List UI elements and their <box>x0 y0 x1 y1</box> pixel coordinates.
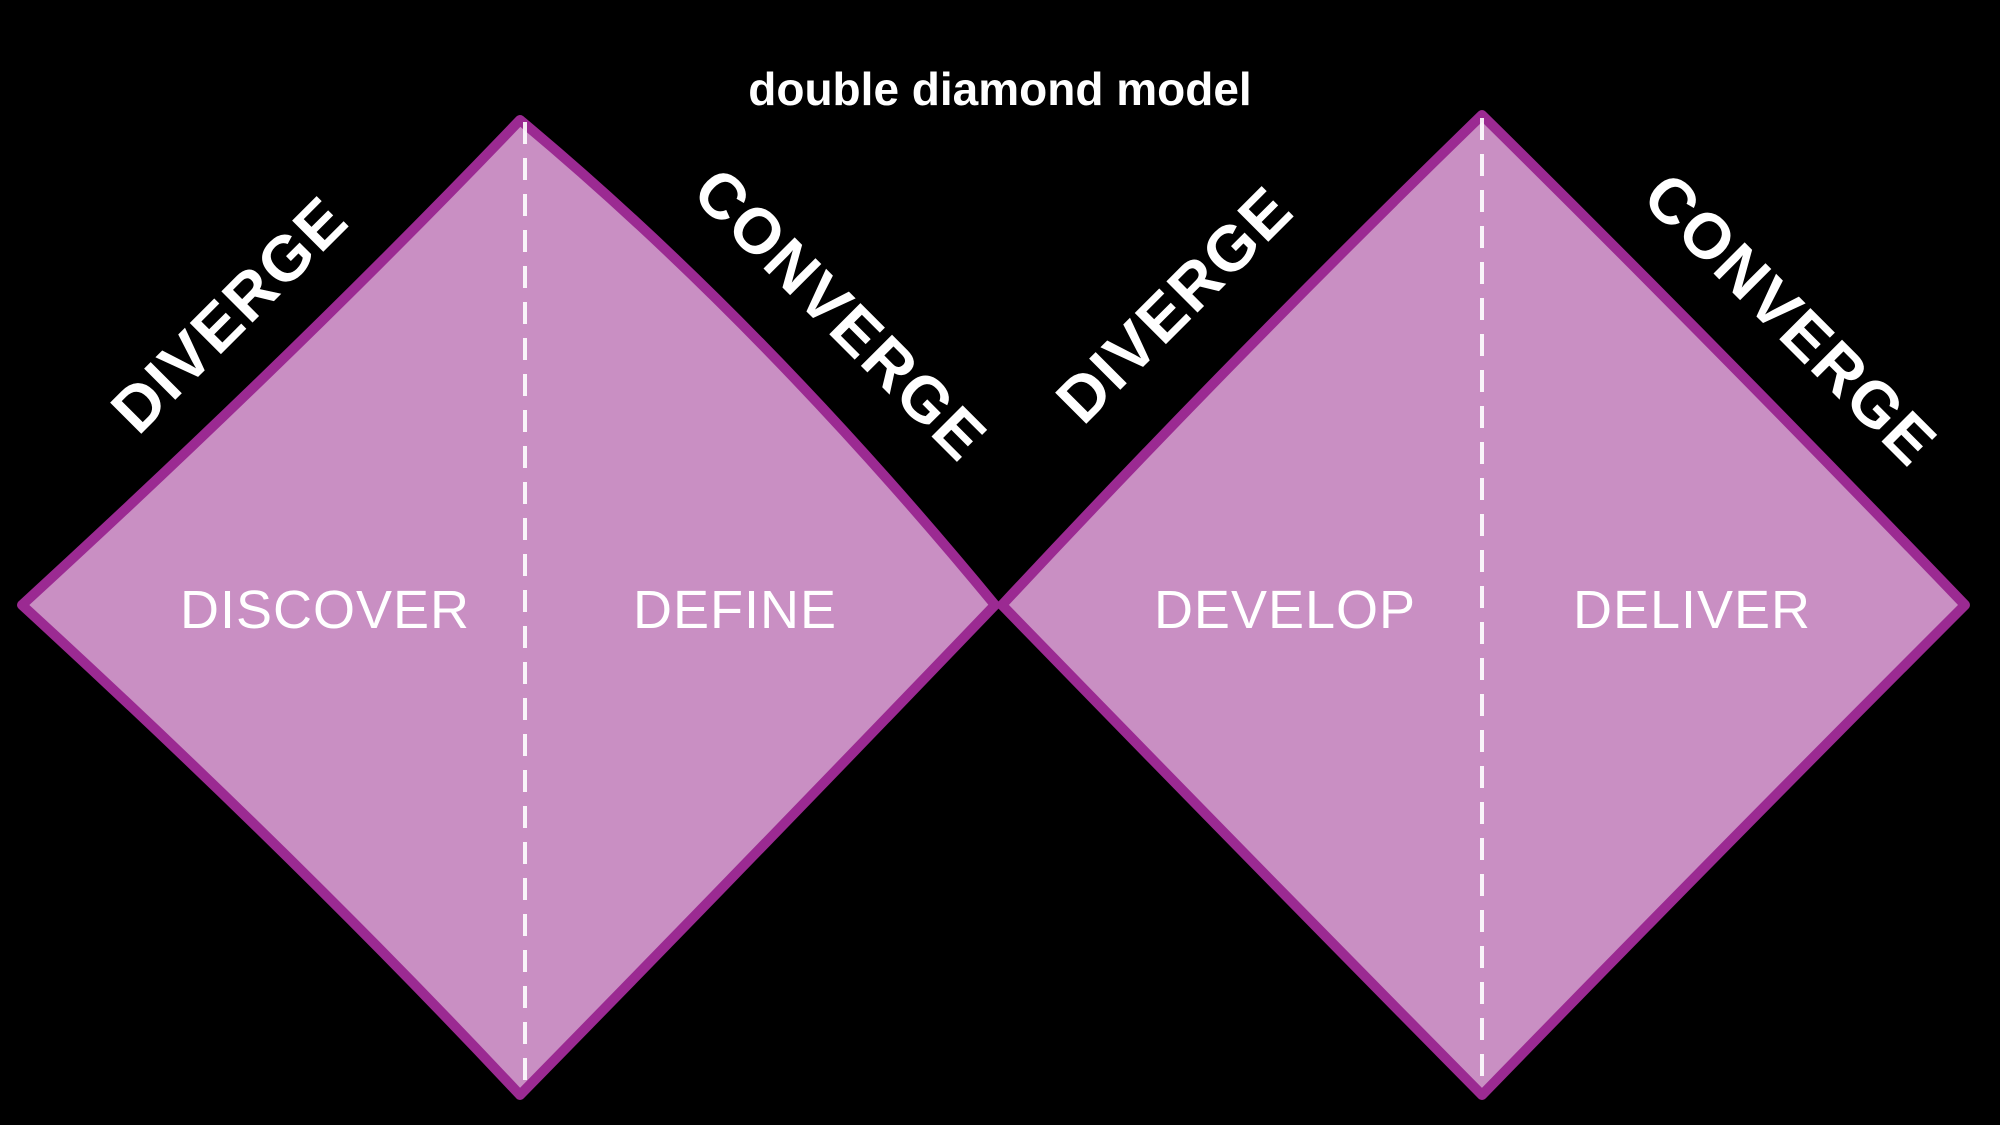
diamond-2: DEVELOP DELIVER DIVERGE CONVERGE <box>997 110 1970 1100</box>
diamond-1-shape <box>17 115 1000 1100</box>
phase-label-develop: DEVELOP <box>1154 580 1416 640</box>
diamond-1: DISCOVER DEFINE DIVERGE CONVERGE <box>17 115 1001 1100</box>
diagram-title: double diamond model <box>748 63 1251 115</box>
phase-label-deliver: DELIVER <box>1573 580 1811 640</box>
phase-label-define: DEFINE <box>633 580 837 640</box>
phase-label-discover: DISCOVER <box>180 580 470 640</box>
